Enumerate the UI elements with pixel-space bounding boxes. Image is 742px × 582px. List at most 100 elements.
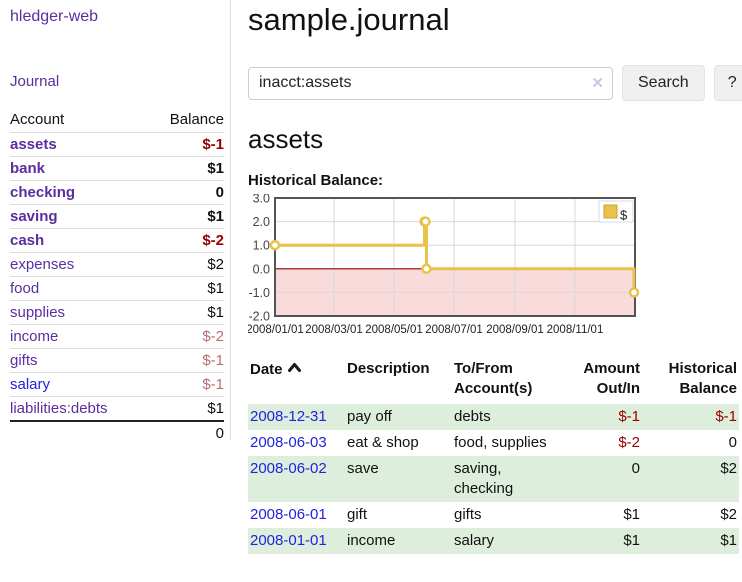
account-link-assets[interactable]: assets xyxy=(10,136,57,153)
account-link-salary[interactable]: salary xyxy=(10,376,51,393)
transaction-balance: 0 xyxy=(728,434,737,451)
transaction-amount: 0 xyxy=(631,460,640,477)
transaction-accounts: food, supplies xyxy=(454,434,547,451)
account-link-gifts[interactable]: gifts xyxy=(10,352,38,369)
svg-text:2.0: 2.0 xyxy=(253,215,270,229)
account-link-bank[interactable]: bank xyxy=(10,160,46,177)
transaction-accounts: debts xyxy=(454,408,491,425)
account-row: gifts $-1 xyxy=(10,348,224,373)
transaction-accounts: gifts xyxy=(454,506,482,523)
page-title: sample.journal xyxy=(248,2,450,37)
transaction-description: pay off xyxy=(347,408,392,425)
accounts-total: 0 xyxy=(147,420,224,445)
header-tofrom: To/From Account(s) xyxy=(454,360,533,397)
account-link-income[interactable]: income xyxy=(10,328,59,345)
account-row: liabilities:debts $1 xyxy=(10,396,224,421)
account-link-checking[interactable]: checking xyxy=(10,184,76,201)
account-balance: $-1 xyxy=(147,348,224,373)
svg-text:0.0: 0.0 xyxy=(253,262,270,276)
account-balance: $1 xyxy=(147,204,224,229)
account-balance: $1 xyxy=(147,276,224,301)
help-button[interactable]: ? xyxy=(713,65,742,101)
account-balance: $-2 xyxy=(147,228,224,253)
account-row: checking 0 xyxy=(10,180,224,205)
svg-text:2008/07/01: 2008/07/01 xyxy=(425,324,483,336)
svg-text:2008/11/01: 2008/11/01 xyxy=(547,324,604,336)
transaction-accounts: salary xyxy=(454,532,495,549)
transaction-description: income xyxy=(347,532,396,549)
search-button[interactable]: Search xyxy=(622,65,705,101)
transaction-accounts: saving, checking xyxy=(454,460,514,497)
svg-text:3.0: 3.0 xyxy=(253,194,270,206)
header-date[interactable]: Date xyxy=(248,356,345,404)
transaction-balance: $1 xyxy=(720,532,737,549)
header-description: Description xyxy=(347,360,430,377)
account-row: assets $-1 xyxy=(10,132,224,157)
account-link-saving[interactable]: saving xyxy=(10,208,58,225)
account-balance: $-2 xyxy=(147,324,224,349)
svg-text:1.0: 1.0 xyxy=(253,239,270,253)
transaction-date-link[interactable]: 2008-06-02 xyxy=(250,460,327,477)
account-row: income $-2 xyxy=(10,324,224,349)
accounts-header-account: Account xyxy=(10,111,65,128)
transaction-date-link[interactable]: 2008-06-01 xyxy=(250,506,327,523)
account-link-expenses[interactable]: expenses xyxy=(10,256,75,273)
transaction-description: gift xyxy=(347,506,368,523)
transactions-table: Date Description To/From Account(s) Amou… xyxy=(248,356,739,554)
account-balance: $2 xyxy=(147,252,224,277)
search-input[interactable] xyxy=(248,66,613,100)
transaction-balance: $2 xyxy=(720,506,737,523)
transaction-date-link[interactable]: 2008-01-01 xyxy=(250,532,327,549)
account-row: expenses $2 xyxy=(10,252,224,277)
account-balance: $-1 xyxy=(147,372,224,397)
account-link-liabilities-debts[interactable]: liabilities:debts xyxy=(10,400,108,417)
transaction-row: 2008-06-02 save saving, checking 0 $2 xyxy=(248,456,739,502)
transaction-date-link[interactable]: 2008-06-03 xyxy=(250,434,327,451)
transaction-row: 2008-06-01 gift gifts $1 $2 xyxy=(248,502,739,528)
account-link-cash[interactable]: cash xyxy=(10,232,45,249)
svg-text:2008/09/01: 2008/09/01 xyxy=(486,324,544,336)
transaction-row: 2008-12-31 pay off debts $-1 $-1 xyxy=(248,404,739,430)
transaction-amount: $-1 xyxy=(618,408,640,425)
svg-text:2008/03/01: 2008/03/01 xyxy=(305,324,363,336)
transaction-amount: $1 xyxy=(623,506,640,523)
clear-search-icon[interactable]: ✕ xyxy=(591,74,604,92)
account-row: bank $1 xyxy=(10,156,224,181)
svg-text:2008/01/01: 2008/01/01 xyxy=(248,324,304,336)
svg-text:-1.0: -1.0 xyxy=(248,286,270,300)
accounts-table: Account Balance assets $-1 bank $1 check… xyxy=(10,108,224,445)
account-page-title: assets xyxy=(248,124,324,154)
transactions-header-row: Date Description To/From Account(s) Amou… xyxy=(248,356,739,404)
sort-ascending-icon xyxy=(287,359,302,379)
chart-label: Historical Balance: xyxy=(248,172,384,189)
header-amount: Amount Out/In xyxy=(583,360,640,397)
sidebar-item-journal[interactable]: Journal xyxy=(10,73,60,90)
app-brand-link[interactable]: hledger-web xyxy=(10,8,99,25)
sidebar: hledger-web Journal Account Balance asse… xyxy=(0,0,231,445)
search-form: ✕ Search ? xyxy=(248,65,742,101)
accounts-total-row: 0 xyxy=(10,420,224,445)
accounts-header-balance: Balance xyxy=(169,111,224,128)
transaction-description: eat & shop xyxy=(347,434,419,451)
transaction-date-link[interactable]: 2008-12-31 xyxy=(250,408,327,425)
transaction-amount: $-2 xyxy=(618,434,640,451)
account-row: salary $-1 xyxy=(10,372,224,397)
account-row: cash $-2 xyxy=(10,228,224,253)
account-balance: $-1 xyxy=(147,132,224,157)
transaction-row: 2008-01-01 income salary $1 $1 xyxy=(248,528,739,554)
transaction-row: 2008-06-03 eat & shop food, supplies $-2… xyxy=(248,430,739,456)
account-row: saving $1 xyxy=(10,204,224,229)
main-content: sample.journal ✕ Search ? assets Histori… xyxy=(231,0,742,582)
svg-text:2008/05/01: 2008/05/01 xyxy=(365,324,423,336)
account-link-food[interactable]: food xyxy=(10,280,40,297)
svg-text:$: $ xyxy=(620,207,628,222)
account-balance: $1 xyxy=(147,396,224,421)
account-balance: $1 xyxy=(147,300,224,325)
account-link-supplies[interactable]: supplies xyxy=(10,304,66,321)
account-balance: $1 xyxy=(147,156,224,181)
svg-text:-2.0: -2.0 xyxy=(248,310,270,324)
transaction-balance: $-1 xyxy=(715,408,737,425)
account-row: supplies $1 xyxy=(10,300,224,325)
transaction-description: save xyxy=(347,460,379,477)
